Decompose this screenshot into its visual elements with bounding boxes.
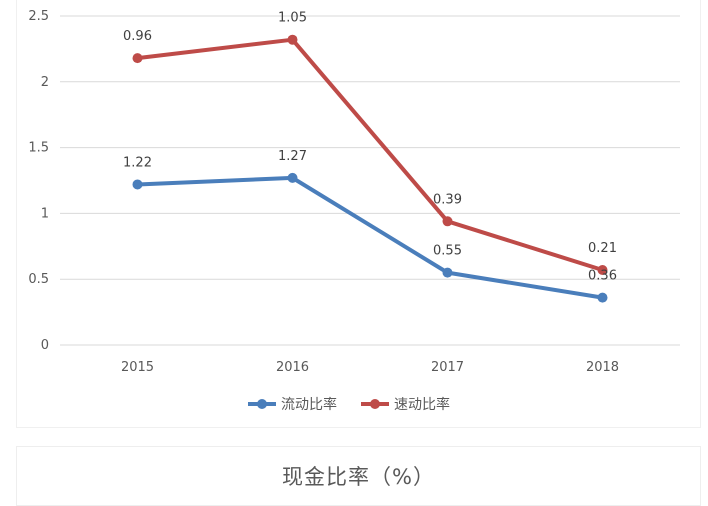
- data-label: 0.55: [433, 244, 462, 259]
- cash-ratio-title: 现金比率（%）: [282, 465, 435, 489]
- y-tick-label: 2: [41, 75, 49, 90]
- legend[interactable]: 流动比率 速动比率: [248, 396, 450, 413]
- series-line-1: [135, 175, 605, 300]
- data-label: 0.36: [588, 269, 617, 284]
- y-tick-label: 0.5: [28, 272, 49, 287]
- data-label: 1.22: [123, 155, 152, 170]
- data-label: 0.21: [588, 241, 617, 256]
- legend-marker: [257, 399, 267, 409]
- data-point[interactable]: [597, 264, 608, 275]
- cash-ratio-card: 现金比率（%）: [16, 446, 701, 506]
- x-tick-label: 2015: [121, 360, 154, 375]
- series-layer: [132, 34, 608, 303]
- line-chart: 0 0.5 1 1.5 2 2.5 2015 2016 2017 2018 1.22 1.27 0.…: [28, 9, 680, 413]
- y-tick-label: 1.5: [28, 141, 49, 156]
- data-label: 1.05: [278, 11, 307, 26]
- series-line-2: [135, 37, 605, 272]
- data-label: 0.39: [433, 192, 462, 207]
- data-label: 0.96: [123, 29, 152, 44]
- legend-item-label[interactable]: 速动比率: [394, 396, 450, 413]
- data-point[interactable]: [287, 172, 298, 183]
- data-point[interactable]: [442, 267, 453, 278]
- data-point[interactable]: [442, 216, 453, 227]
- x-axis-ticks: 2015 2016 2017 2018: [121, 360, 619, 375]
- y-axis-ticks: 0 0.5 1 1.5 2 2.5: [28, 9, 49, 353]
- x-tick-label: 2017: [431, 360, 464, 375]
- x-tick-label: 2018: [586, 360, 619, 375]
- data-label: 1.27: [278, 149, 307, 164]
- data-point[interactable]: [597, 292, 608, 303]
- y-tick-label: 1: [41, 206, 49, 221]
- chart-card: [16, 0, 701, 428]
- grid: [60, 15, 680, 346]
- data-point[interactable]: [132, 53, 143, 64]
- data-point[interactable]: [132, 179, 143, 190]
- legend-item-label[interactable]: 流动比率: [281, 396, 337, 413]
- y-tick-label: 0: [41, 338, 49, 353]
- data-point[interactable]: [287, 34, 298, 45]
- y-tick-label: 2.5: [28, 9, 49, 24]
- x-tick-label: 2016: [276, 360, 309, 375]
- data-labels: 1.22 1.27 0.55 0.36 0.96 1.05 0.39 0.21: [123, 11, 617, 284]
- legend-marker: [370, 399, 380, 409]
